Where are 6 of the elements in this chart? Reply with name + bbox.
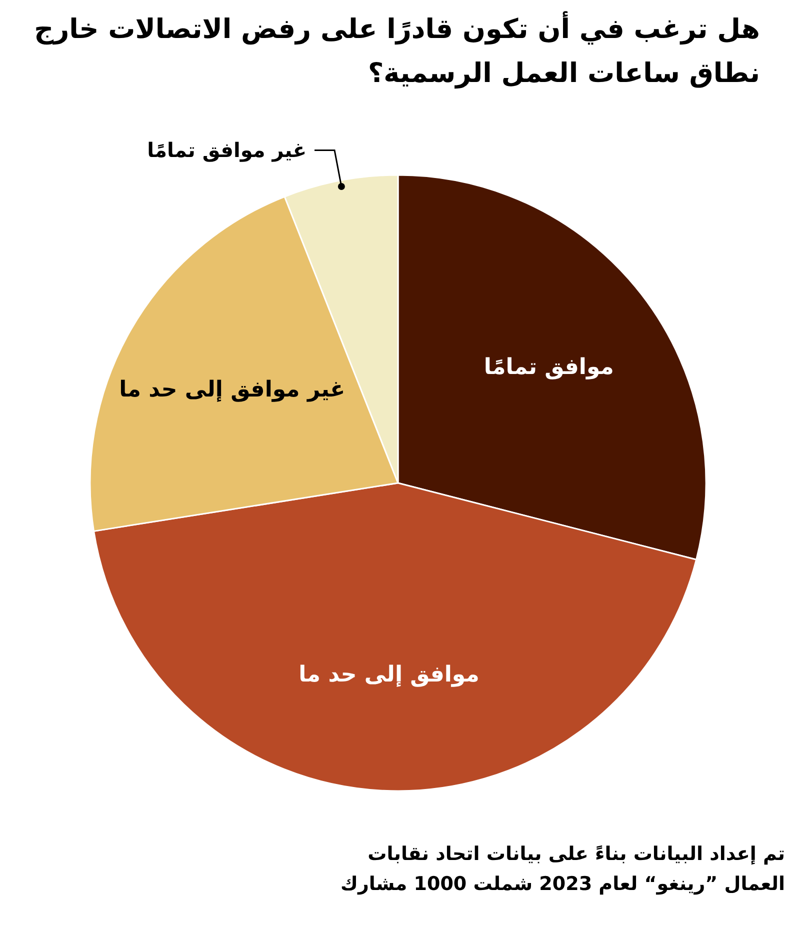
slice-label: غير موافق إلى حد ما <box>119 377 346 402</box>
slice-label: موافق إلى حد ما <box>298 662 480 688</box>
slice-label: غير موافق تمامًا <box>147 138 307 162</box>
chart-title: هل ترغب في أن تكون قادرًا على رفض الاتصالات خارج نطاق ساعات العمل الرسمية؟ <box>34 11 760 89</box>
text: تم إعداد البيانات بناءً على بيانات اتحاد نقابات العمال ”رينغو“ لعام 2023 شملت 1000 مشارك <box>340 843 785 895</box>
slice-label: موافق تمامًا <box>484 354 614 380</box>
